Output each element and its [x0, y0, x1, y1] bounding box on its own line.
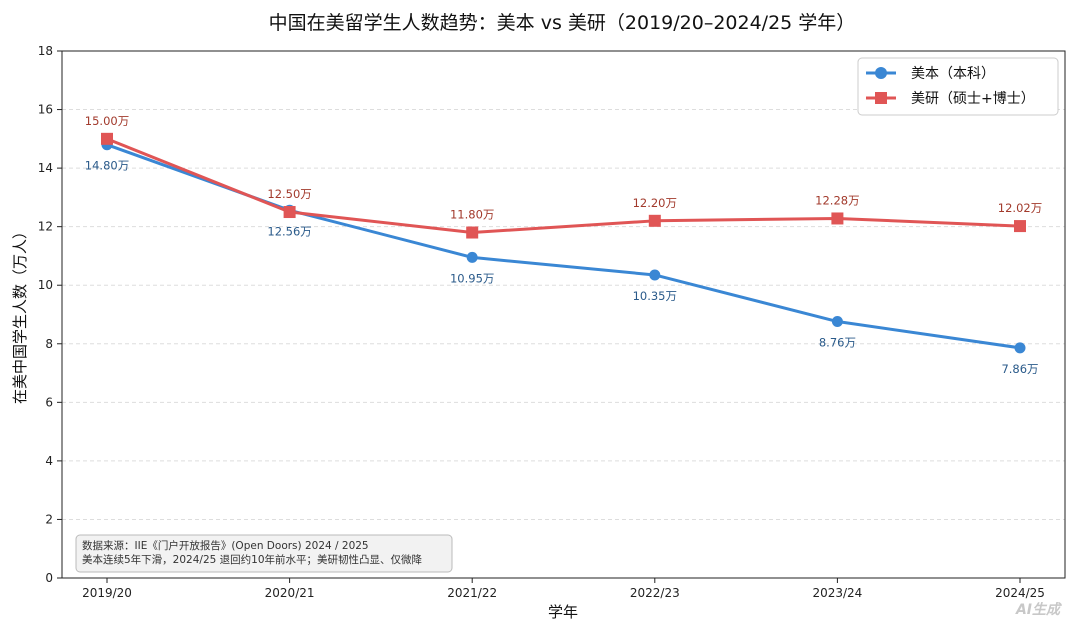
x-tick-label: 2020/21	[265, 586, 315, 600]
data-label-grad: 12.20万	[633, 196, 677, 210]
grid	[62, 109, 1065, 520]
y-tick-label: 4	[45, 454, 53, 468]
data-label-undergrad: 12.56万	[267, 224, 311, 238]
legend: 美本（本科） 美研（硕士+博士）	[857, 57, 1059, 116]
data-point-undergrad	[1014, 342, 1026, 354]
data-label-undergrad: 14.80万	[85, 159, 129, 173]
legend-marker-grad	[875, 92, 887, 104]
y-tick-label: 14	[38, 161, 53, 175]
data-point-grad	[101, 132, 113, 145]
x-tick-label: 2023/24	[812, 586, 862, 600]
x-axis: 2019/20 2020/21 2021/22 2022/23 2023/24 2024/…	[82, 578, 1045, 600]
data-label-grad: 12.02万	[998, 201, 1042, 215]
data-point-undergrad	[831, 316, 843, 328]
legend-label-grad: 美研（硕士+博士）	[911, 90, 1035, 107]
data-label-undergrad: 8.76万	[819, 336, 856, 350]
source-note: 数据来源：IIE《门户开放报告》(Open Doors) 2024 / 2025…	[75, 534, 453, 573]
y-tick-label: 8	[45, 337, 53, 351]
data-point-grad	[648, 214, 661, 227]
legend-box	[857, 57, 1059, 116]
data-point-grad	[283, 206, 296, 219]
plot-frame	[61, 50, 1066, 579]
data-point-grad	[466, 226, 479, 239]
data-label-grad: 11.80万	[450, 208, 494, 222]
data-label-grad: 15.00万	[85, 114, 129, 128]
y-axis-label: 在美中国学生人数（万人）	[11, 224, 29, 404]
chart-title: 中国在美留学生人数趋势：美本 vs 美研（2019/20–2024/25 学年）	[269, 12, 856, 34]
data-label-undergrad: 10.95万	[450, 271, 494, 285]
legend-marker-undergrad	[875, 67, 887, 79]
data-point-undergrad	[466, 251, 478, 263]
series-line-undergrad	[105, 143, 1022, 350]
data-label-grad: 12.28万	[815, 193, 859, 207]
y-tick-label: 18	[38, 44, 53, 58]
y-tick-label: 16	[38, 103, 53, 117]
x-tick-label: 2022/23	[630, 586, 680, 600]
data-label-grad: 12.50万	[267, 187, 311, 201]
data-label-undergrad: 7.86万	[1001, 362, 1038, 376]
series-line-grad	[105, 137, 1022, 235]
x-tick-label: 2021/22	[447, 586, 497, 600]
data-point-grad	[831, 212, 844, 225]
x-tick-label: 2019/20	[82, 586, 132, 600]
y-tick-label: 6	[45, 395, 53, 409]
watermark: AI生成	[1015, 601, 1063, 618]
data-point-undergrad	[649, 269, 661, 281]
data-label-undergrad: 10.35万	[633, 289, 677, 303]
y-tick-label: 2	[45, 512, 53, 526]
x-tick-label: 2024/25	[995, 586, 1045, 600]
source-note-line-1: 数据来源：IIE《门户开放报告》(Open Doors) 2024 / 2025	[82, 539, 369, 552]
y-axis: 0 2 4 6 8 10 12 14 16 18	[38, 44, 62, 585]
y-tick-label: 12	[38, 220, 53, 234]
source-note-line-2: 美本连续5年下滑，2024/25 退回约10年前水平；美研韧性凸显、仅微降	[82, 553, 422, 566]
series-layer: 14.80万 12.56万 10.95万 10.35万 8.76万 7.86万 15.00万…	[85, 114, 1042, 376]
data-point-grad	[1014, 220, 1026, 233]
y-tick-label: 10	[38, 278, 53, 292]
source-note-box	[75, 534, 453, 573]
x-axis-label: 学年	[548, 603, 578, 621]
legend-label-undergrad: 美本（本科）	[911, 66, 995, 82]
y-tick-label: 0	[45, 571, 53, 585]
